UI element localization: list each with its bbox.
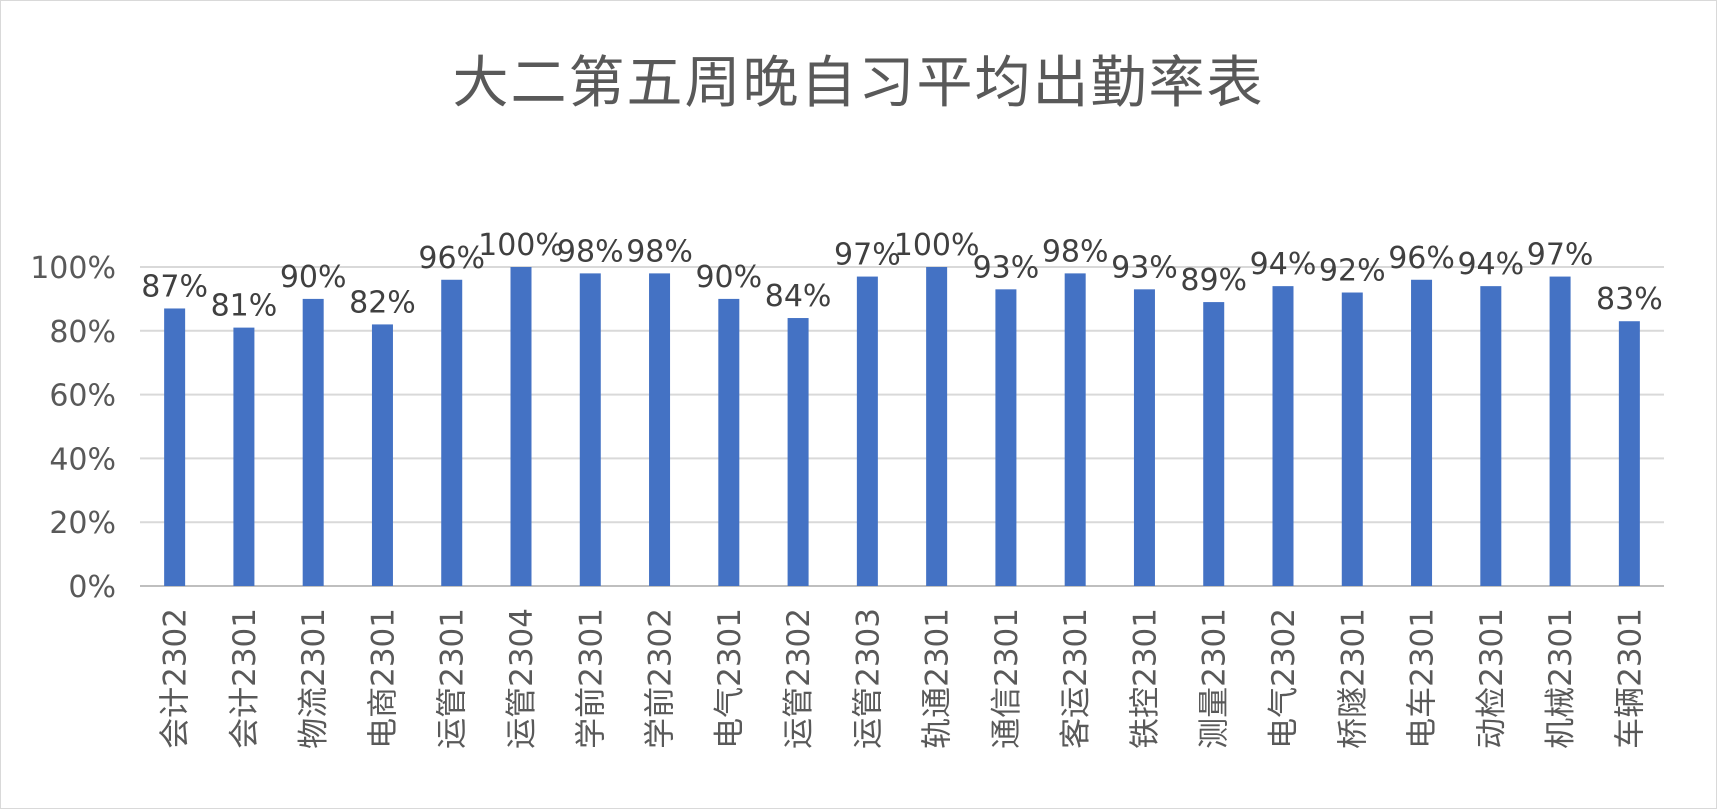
bar	[371, 324, 393, 586]
data-label: 100%	[894, 228, 980, 263]
bar	[1618, 321, 1640, 586]
data-label: 98%	[1042, 234, 1109, 269]
bar	[164, 308, 186, 586]
data-label: 84%	[765, 279, 832, 314]
data-label: 92%	[1319, 254, 1386, 289]
data-label: 100%	[478, 228, 564, 263]
bar	[995, 289, 1017, 586]
data-label: 81%	[211, 289, 278, 324]
data-label: 94%	[1457, 247, 1524, 282]
x-tick-label: 桥隧2301	[1335, 608, 1371, 749]
bar	[926, 267, 948, 586]
data-label: 93%	[973, 250, 1040, 285]
bar	[302, 298, 324, 586]
bar	[510, 267, 532, 586]
bar	[1203, 302, 1225, 586]
bar	[1064, 273, 1086, 586]
chart-title: 大二第五周晚自习平均出勤率表	[452, 51, 1265, 116]
x-tick-label: 电气2302	[1266, 608, 1302, 749]
x-tick-label: 客运2301	[1058, 608, 1094, 749]
data-label: 96%	[1388, 241, 1455, 276]
bar	[1133, 289, 1155, 586]
data-label: 98%	[626, 234, 693, 269]
x-tick-label: 会计2302	[158, 608, 194, 749]
data-label: 82%	[349, 285, 416, 320]
data-label: 89%	[1180, 263, 1247, 298]
data-label: 90%	[280, 260, 347, 295]
x-tick-label: 轨通2301	[920, 608, 956, 749]
x-tick-label: 电气2301	[712, 608, 748, 749]
bar	[856, 276, 878, 586]
bar	[233, 327, 255, 586]
x-tick-label: 学前2301	[573, 608, 609, 749]
data-label: 96%	[418, 241, 485, 276]
x-tick-label: 机械2301	[1543, 608, 1579, 749]
y-tick-label: 80%	[49, 315, 116, 350]
x-tick-label: 测量2301	[1197, 608, 1233, 749]
data-label: 98%	[557, 234, 624, 269]
data-label: 93%	[1111, 250, 1178, 285]
bar	[579, 273, 601, 586]
data-label: 94%	[1250, 247, 1317, 282]
y-tick-label: 100%	[30, 251, 116, 286]
bar	[787, 318, 809, 586]
bar	[718, 298, 740, 586]
x-tick-label: 电商2301	[365, 608, 401, 749]
data-label: 87%	[141, 269, 208, 304]
x-tick-label: 会计2301	[227, 608, 263, 749]
y-tick-label: 0%	[68, 570, 116, 605]
x-tick-label: 运管2304	[504, 608, 540, 749]
bar	[1549, 276, 1571, 586]
x-tick-label: 电车2301	[1405, 608, 1441, 749]
x-tick-label: 通信2301	[989, 608, 1025, 749]
y-tick-label: 20%	[49, 506, 116, 541]
x-tick-label: 铁控2301	[1127, 608, 1163, 749]
x-tick-label: 运管2302	[781, 608, 817, 749]
bar	[1341, 292, 1363, 586]
bar	[649, 273, 671, 586]
x-tick-label: 学前2302	[643, 608, 679, 749]
data-label: 83%	[1596, 282, 1663, 317]
bar	[1411, 279, 1433, 586]
x-tick-label: 物流2301	[296, 608, 332, 749]
x-tick-label: 动检2301	[1474, 608, 1510, 749]
y-tick-label: 40%	[49, 442, 116, 477]
bar	[1272, 286, 1294, 586]
data-label: 90%	[695, 260, 762, 295]
data-label: 97%	[834, 238, 901, 273]
x-tick-label: 运管2301	[435, 608, 471, 749]
data-label: 97%	[1527, 238, 1594, 273]
x-tick-label: 运管2303	[850, 608, 886, 749]
bar	[441, 279, 463, 586]
y-tick-label: 60%	[49, 379, 116, 414]
x-tick-label: 车辆2301	[1612, 608, 1648, 749]
bar	[1480, 286, 1502, 586]
